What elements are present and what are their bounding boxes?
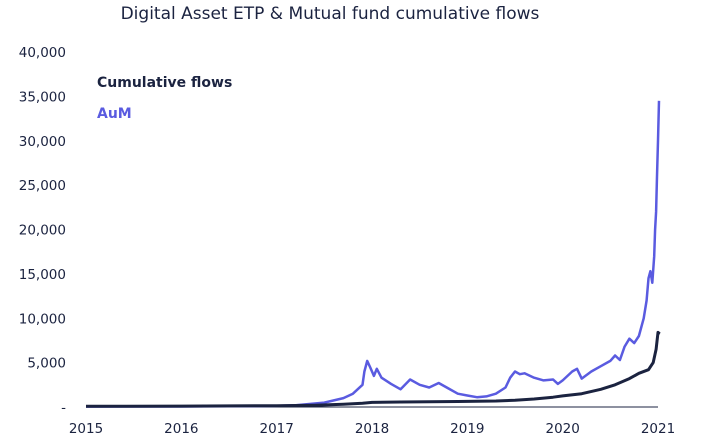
- y-tick-label: 15,000: [19, 267, 66, 283]
- y-axis-tick-labels: - 5,000 10,000 15,000 20,000 25,000 30,000 35,0…: [19, 45, 66, 416]
- legend-aum: AuM: [97, 106, 132, 122]
- y-tick-label: 5,000: [27, 356, 66, 372]
- series-line-cumulative-flows: [85, 330, 661, 408]
- y-tick-label: -: [61, 400, 66, 416]
- y-tick-label: 35,000: [19, 89, 66, 105]
- y-tick-label: 40,000: [19, 45, 66, 61]
- x-tick-label: 2019: [450, 421, 484, 437]
- legend-cumulative-flows: Cumulative flows: [97, 75, 232, 91]
- chart-title: Digital Asset ETP & Mutual fund cumulati…: [121, 4, 540, 24]
- y-tick-label: 20,000: [19, 223, 66, 239]
- x-axis-tick-labels: 2015 2016 2017 2018 2019 2020 2021: [69, 421, 675, 437]
- x-tick-label: 2015: [69, 421, 103, 437]
- series-line-aum: [85, 100, 661, 408]
- legend: Cumulative flows AuM: [97, 75, 232, 122]
- x-tick-label: 2020: [545, 421, 579, 437]
- y-tick-label: 10,000: [19, 311, 66, 327]
- x-tick-label: 2021: [641, 421, 675, 437]
- x-tick-label: 2018: [355, 421, 389, 437]
- y-tick-label: 30,000: [19, 134, 66, 150]
- series-layer: [85, 100, 661, 408]
- y-tick-label: 25,000: [19, 178, 66, 194]
- x-tick-label: 2016: [164, 421, 198, 437]
- x-tick-label: 2017: [259, 421, 293, 437]
